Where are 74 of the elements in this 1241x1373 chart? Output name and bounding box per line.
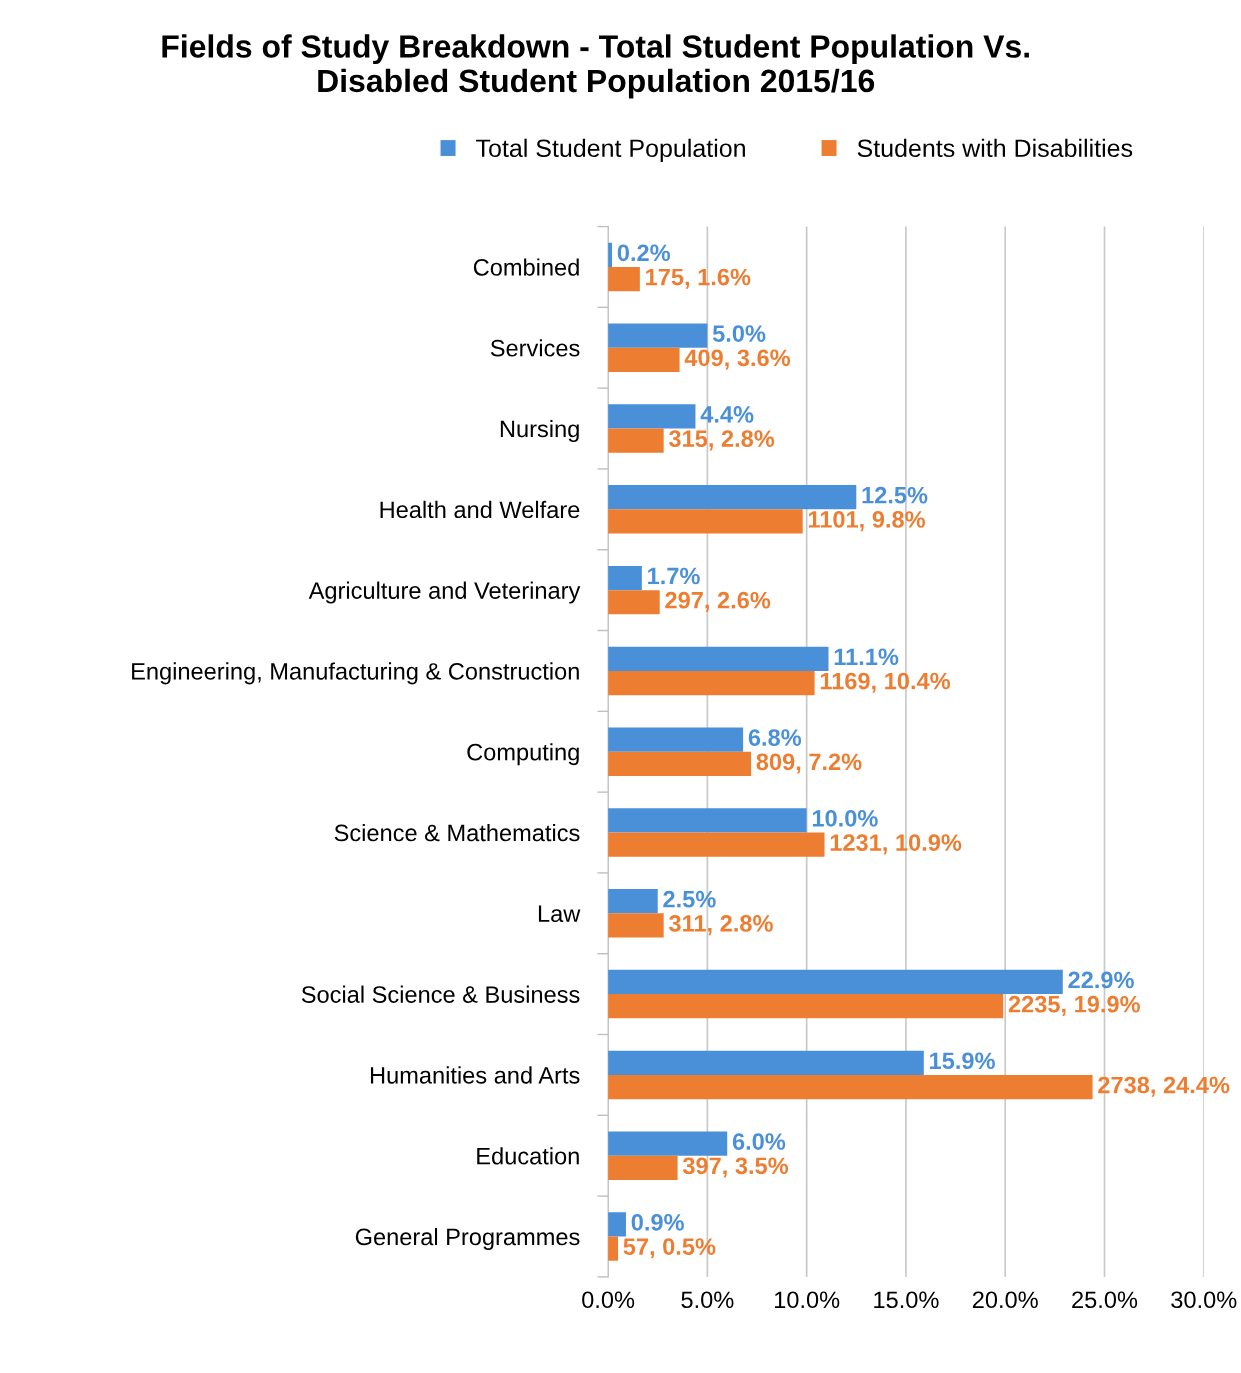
bar: [608, 889, 658, 914]
data-label: 2235, 19.9%: [1008, 995, 1140, 1016]
bar: [608, 727, 744, 752]
y-tick-label: Humanities and Arts: [370, 1066, 580, 1084]
legend-label: Total Student Population: [476, 138, 745, 163]
y-tick-label: Education: [477, 1147, 579, 1165]
data-label: 1169, 10.4%: [820, 672, 951, 693]
y-tick-label: Social Science & Business: [301, 985, 580, 1003]
data-label: 297, 2.6%: [665, 591, 771, 613]
x-tick-label: 0.0%: [582, 1291, 635, 1309]
data-label: 0.9%: [631, 1213, 684, 1231]
data-label: 4.4%: [700, 406, 754, 423]
x-tick-label: 20.0%: [972, 1291, 1038, 1309]
y-tick-label: General Programmes: [355, 1227, 580, 1250]
y-tick-label: Combined: [473, 258, 579, 276]
bar: [608, 670, 815, 696]
bar: [608, 565, 642, 591]
x-tick-label: 25.0%: [1072, 1291, 1138, 1309]
data-label: 0.2%: [617, 244, 671, 262]
x-tick-label: 30.0%: [1171, 1291, 1237, 1309]
data-label: 397, 3.5%: [682, 1157, 789, 1178]
x-tick-label: 5.0%: [681, 1291, 734, 1309]
bar: [608, 485, 857, 510]
y-tick-label: Computing: [467, 743, 579, 766]
data-label: 12.5%: [862, 486, 928, 504]
y-tick-label: Science & Mathematics: [334, 823, 580, 842]
data-label: 315, 2.8%: [668, 430, 775, 451]
data-label: 11.1%: [834, 648, 899, 666]
bar: [608, 994, 1004, 1019]
x-tick-label: 15.0%: [874, 1291, 939, 1309]
bar: [608, 1212, 626, 1237]
bar: [608, 509, 803, 534]
data-label: 175, 1.6%: [646, 268, 751, 289]
bar: [608, 1155, 678, 1180]
data-label: 57, 0.5%: [623, 1238, 716, 1259]
bar: [608, 347, 680, 372]
bar: [608, 832, 825, 857]
bar: [608, 1074, 1093, 1100]
data-label: 22.9%: [1068, 971, 1134, 989]
bar: [608, 1050, 924, 1075]
bar: [608, 751, 752, 776]
bar: [608, 323, 708, 348]
bar: [608, 266, 640, 292]
bar: [608, 404, 696, 429]
bar: [608, 969, 1063, 995]
data-label: 2.5%: [663, 890, 716, 908]
data-label: 311, 2.8%: [668, 915, 773, 936]
data-label: 1231, 10.9%: [830, 834, 962, 855]
legend-label: Students with Disabilities: [857, 138, 1133, 158]
y-tick-label: Agriculture and Veterinary: [308, 581, 581, 604]
y-tick-label: Engineering, Manufacturing & Construction: [132, 662, 579, 685]
bar: [608, 1131, 728, 1156]
bar: [608, 913, 664, 938]
y-tick-label: Services: [490, 339, 580, 357]
data-label: 809, 7.2%: [756, 753, 862, 774]
data-label: 1101, 9.8%: [808, 511, 925, 532]
data-label: 5.0%: [712, 325, 766, 342]
chart-title: Fields of Study Breakdown - Total Student Population Vs. Disabled Student Population 2015/16: [162, 34, 1029, 99]
data-label: 15.9%: [930, 1052, 995, 1070]
y-tick-label: Health and Welfare: [380, 500, 580, 519]
bar: [608, 590, 660, 615]
data-label: 6.0%: [732, 1133, 786, 1150]
bar: [608, 808, 807, 833]
y-tick-label: Nursing: [500, 419, 579, 442]
y-tick-label: Law: [538, 905, 581, 923]
bar: [608, 646, 829, 671]
data-label: 10.0%: [812, 810, 878, 827]
x-tick-label: 10.0%: [774, 1291, 840, 1309]
data-label: 409, 3.6%: [684, 349, 791, 370]
data-label: 6.8%: [748, 729, 802, 746]
data-label: 2738, 24.4%: [1098, 1076, 1230, 1097]
bar: [608, 428, 664, 453]
data-label: 1.7%: [648, 567, 700, 585]
bar: [608, 1236, 619, 1261]
